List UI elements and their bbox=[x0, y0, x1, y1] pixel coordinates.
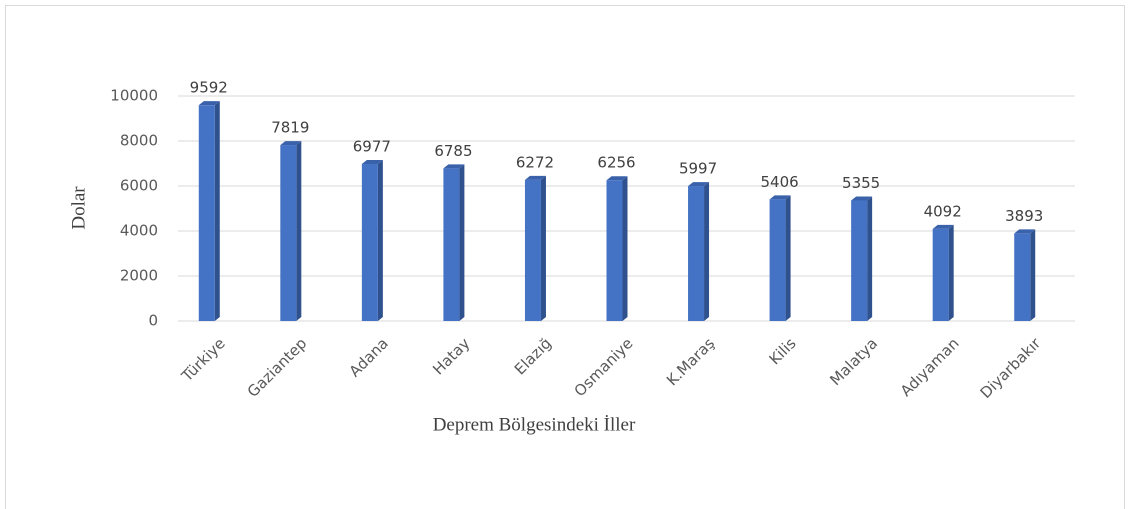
y-axis-title: Dolar bbox=[68, 186, 89, 230]
value-label: 5997 bbox=[679, 160, 717, 178]
bar-side bbox=[1030, 229, 1036, 321]
bar-side bbox=[214, 101, 220, 322]
value-label: 5406 bbox=[760, 173, 798, 191]
bar-top bbox=[1014, 229, 1036, 234]
bar-front bbox=[198, 105, 215, 322]
bar-side bbox=[704, 182, 710, 321]
value-label: 4092 bbox=[924, 202, 962, 220]
bar-front bbox=[1014, 233, 1031, 321]
bar bbox=[280, 141, 302, 321]
bar-side bbox=[622, 176, 628, 321]
bar-top bbox=[443, 164, 465, 169]
chart-border bbox=[5, 5, 1125, 509]
x-tick-label: Malatya bbox=[826, 334, 881, 389]
x-tick-label: Kilis bbox=[766, 334, 800, 368]
bar bbox=[198, 101, 220, 322]
y-tick-label: 2000 bbox=[120, 267, 158, 285]
bar bbox=[606, 176, 628, 321]
y-tick-label: 4000 bbox=[120, 222, 158, 240]
x-tick-label: K.Maraş bbox=[663, 334, 718, 389]
value-label: 3893 bbox=[1005, 207, 1043, 225]
y-tick-label: 0 bbox=[148, 312, 158, 330]
bar-side bbox=[377, 160, 383, 321]
bar-top bbox=[280, 141, 302, 146]
bar-front bbox=[361, 164, 378, 321]
x-tick-label: Hatay bbox=[429, 334, 473, 378]
value-label: 6256 bbox=[597, 154, 635, 172]
bar bbox=[932, 224, 954, 321]
bar-front bbox=[524, 179, 541, 321]
x-tick-label: Adıyaman bbox=[897, 334, 963, 400]
bar bbox=[361, 160, 383, 321]
bar bbox=[1014, 229, 1036, 321]
y-tick-label: 8000 bbox=[120, 132, 158, 150]
bar-top bbox=[769, 195, 791, 200]
bar-top bbox=[688, 182, 710, 187]
bar-side bbox=[459, 164, 465, 321]
bar bbox=[443, 164, 465, 321]
bar-side bbox=[296, 141, 302, 321]
bar-front bbox=[932, 228, 949, 321]
y-tick-label: 10000 bbox=[110, 87, 158, 105]
bar-top bbox=[524, 175, 546, 180]
bar-side bbox=[785, 195, 791, 321]
x-tick-label: Türkiye bbox=[177, 334, 228, 385]
bar-top bbox=[198, 101, 220, 106]
bar-front bbox=[851, 200, 868, 321]
bar-top bbox=[361, 160, 383, 165]
value-label: 6785 bbox=[434, 142, 472, 160]
bar-side bbox=[867, 196, 873, 321]
x-tick-label: Diyarbakır bbox=[977, 334, 1045, 402]
bar-front bbox=[280, 145, 297, 321]
bar bbox=[769, 195, 791, 321]
bar-front bbox=[769, 199, 786, 321]
bar-side bbox=[540, 175, 546, 321]
x-tick-label: Adana bbox=[346, 334, 392, 380]
bar-front bbox=[443, 168, 460, 321]
bar-front bbox=[688, 186, 705, 321]
x-tick-label: Gaziantep bbox=[244, 334, 311, 401]
bar-top bbox=[932, 224, 954, 229]
y-tick-label: 6000 bbox=[120, 177, 158, 195]
bar bbox=[851, 196, 873, 321]
bar-side bbox=[948, 224, 954, 321]
bar-top bbox=[851, 196, 873, 201]
value-label: 7819 bbox=[271, 119, 309, 137]
bar-front bbox=[606, 180, 623, 321]
bar bbox=[524, 175, 546, 321]
x-tick-label: Elazığ bbox=[511, 334, 555, 378]
value-label: 5355 bbox=[842, 174, 880, 192]
value-label: 6977 bbox=[353, 138, 391, 156]
bar bbox=[688, 182, 710, 321]
x-tick-label: Osmaniye bbox=[571, 334, 637, 400]
value-label: 9592 bbox=[190, 79, 228, 97]
value-label: 6272 bbox=[516, 153, 554, 171]
bar-top bbox=[606, 176, 628, 181]
x-axis-title: Deprem Bölgesindeki İller bbox=[433, 414, 636, 435]
